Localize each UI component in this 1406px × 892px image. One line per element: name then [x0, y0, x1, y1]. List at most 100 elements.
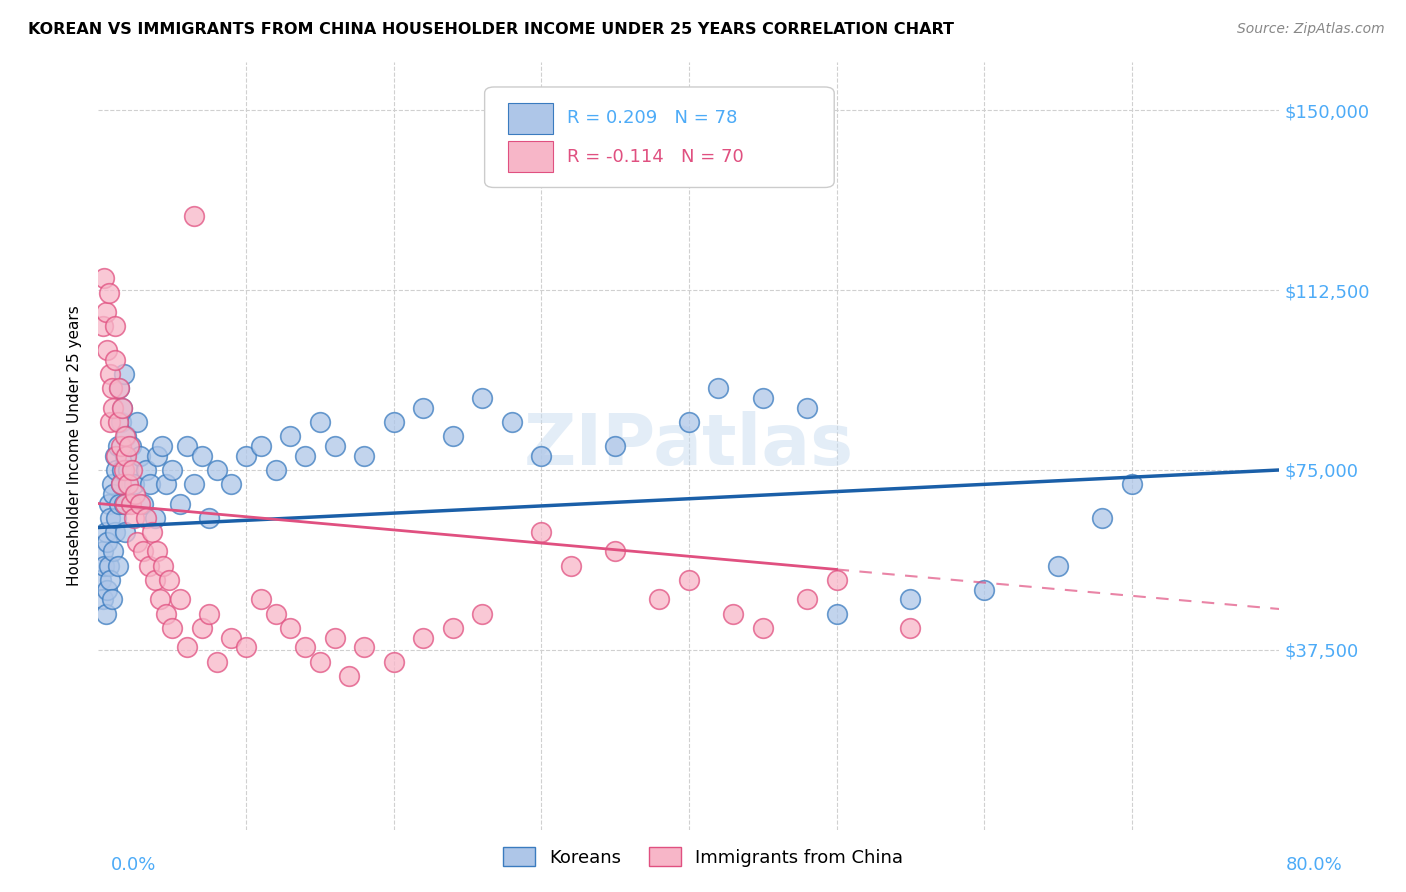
- Point: [98, 511, 121, 525]
- Point: [118, 439, 141, 453]
- Point: [191, 449, 214, 463]
- Point: [323, 631, 346, 645]
- Point: [235, 640, 257, 655]
- Point: [125, 415, 148, 429]
- Point: [104, 525, 127, 540]
- Point: [471, 391, 494, 405]
- Point: [309, 655, 332, 669]
- Point: [103, 487, 125, 501]
- Point: [723, 607, 745, 621]
- Point: [339, 669, 361, 683]
- Point: [280, 429, 302, 443]
- Point: [235, 449, 257, 463]
- Point: [796, 401, 818, 415]
- Y-axis label: Householder Income Under 25 years: Householder Income Under 25 years: [67, 306, 83, 586]
- Legend: Koreans, Immigrants from China: Koreans, Immigrants from China: [495, 840, 911, 874]
- Point: [176, 439, 198, 453]
- Point: [114, 449, 136, 463]
- Point: [117, 463, 139, 477]
- Point: [1091, 511, 1114, 525]
- Point: [97, 285, 120, 300]
- Point: [752, 621, 775, 635]
- Point: [191, 621, 214, 635]
- Point: [149, 592, 172, 607]
- Point: [105, 449, 128, 463]
- Point: [104, 319, 127, 334]
- Point: [169, 592, 191, 607]
- Point: [155, 607, 177, 621]
- Point: [94, 304, 117, 318]
- Point: [135, 463, 157, 477]
- Point: [146, 544, 169, 558]
- Point: [94, 525, 117, 540]
- Point: [183, 209, 205, 223]
- Point: [471, 607, 494, 621]
- Point: [90, 573, 112, 587]
- Point: [323, 439, 346, 453]
- Point: [122, 511, 145, 525]
- Point: [110, 439, 132, 453]
- Point: [530, 525, 553, 540]
- Point: [353, 449, 375, 463]
- Point: [112, 463, 135, 477]
- Point: [100, 592, 122, 607]
- Point: [707, 382, 730, 396]
- Text: R = -0.114   N = 70: R = -0.114 N = 70: [567, 148, 744, 166]
- Point: [128, 496, 150, 510]
- Point: [111, 463, 134, 477]
- Point: [146, 449, 169, 463]
- Point: [264, 463, 287, 477]
- Point: [110, 477, 132, 491]
- Point: [155, 477, 177, 491]
- Point: [110, 415, 132, 429]
- Point: [96, 534, 118, 549]
- Point: [900, 592, 922, 607]
- Point: [264, 607, 287, 621]
- Point: [107, 415, 129, 429]
- Point: [132, 544, 155, 558]
- Point: [91, 592, 114, 607]
- Point: [150, 439, 173, 453]
- Point: [221, 631, 243, 645]
- Point: [105, 511, 128, 525]
- Point: [382, 655, 405, 669]
- Point: [128, 449, 150, 463]
- Text: Source: ZipAtlas.com: Source: ZipAtlas.com: [1237, 22, 1385, 37]
- Point: [91, 319, 114, 334]
- Point: [100, 382, 122, 396]
- Point: [94, 607, 117, 621]
- Point: [157, 573, 180, 587]
- Point: [108, 382, 131, 396]
- Point: [110, 477, 132, 491]
- Point: [108, 496, 131, 510]
- Point: [104, 352, 127, 367]
- Point: [125, 534, 148, 549]
- Point: [250, 592, 273, 607]
- Point: [120, 439, 142, 453]
- Point: [115, 449, 138, 463]
- Point: [97, 558, 120, 573]
- Point: [114, 496, 136, 510]
- Point: [114, 525, 136, 540]
- Point: [605, 544, 627, 558]
- Point: [96, 343, 118, 357]
- Point: [143, 511, 166, 525]
- Point: [294, 449, 316, 463]
- Point: [98, 573, 121, 587]
- Point: [412, 631, 434, 645]
- Point: [104, 449, 127, 463]
- Point: [135, 511, 157, 525]
- Point: [162, 463, 183, 477]
- Text: 80.0%: 80.0%: [1286, 855, 1343, 873]
- Point: [221, 477, 243, 491]
- Point: [441, 621, 464, 635]
- Point: [530, 449, 553, 463]
- Point: [112, 496, 135, 510]
- Point: [98, 415, 121, 429]
- FancyBboxPatch shape: [485, 87, 834, 187]
- Point: [105, 463, 128, 477]
- Point: [280, 621, 302, 635]
- Point: [198, 607, 221, 621]
- Point: [560, 558, 582, 573]
- Point: [441, 429, 464, 443]
